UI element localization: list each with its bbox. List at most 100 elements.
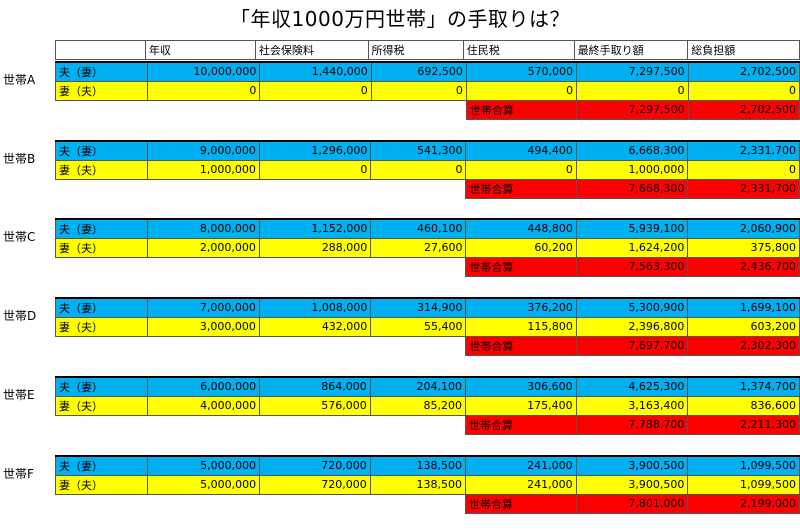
empty-cell <box>148 336 260 355</box>
empty-cell <box>56 415 148 434</box>
empty-cell <box>56 336 148 355</box>
value-cell: 3,163,400 <box>575 395 689 416</box>
empty-cell <box>56 100 148 119</box>
total-burden: 2,436,700 <box>687 256 800 277</box>
household-total-row: 世帯合算 7,788,700 2,211,300 <box>56 414 800 435</box>
value-cell: 376,200 <box>465 297 577 318</box>
total-net-take-home: 7,801,000 <box>575 493 689 514</box>
wife-row: 妻（夫） 3,000,000 432,000 55,400 115,800 2,396,8… <box>54 316 800 337</box>
value-cell: 241,000 <box>465 474 577 495</box>
value-cell: 7,297,500 <box>576 61 689 82</box>
value-cell: 6,000,000 <box>147 376 261 397</box>
value-cell: 204,100 <box>369 376 467 397</box>
header-row: 年収 社会保険料 所得税 住民税 最終手取り額 総負担額 <box>55 40 800 60</box>
value-cell: 3,900,500 <box>575 455 689 476</box>
empty-cell <box>260 100 371 119</box>
husband-row: 夫（妻） 5,000,000 720,000 138,500 241,000 3,900,… <box>54 455 800 476</box>
header-cell-total-burden: 総負担額 <box>687 40 800 60</box>
household-total-row: 世帯合算 7,697,700 2,302,300 <box>56 335 800 356</box>
value-cell: 603,200 <box>687 316 800 337</box>
value-cell: 1,374,700 <box>687 376 800 397</box>
row-label: 妻（夫） <box>54 395 149 416</box>
empty-cell <box>56 494 148 513</box>
total-net-take-home: 7,563,300 <box>575 256 689 277</box>
value-cell: 0 <box>465 159 577 180</box>
value-cell: 1,296,000 <box>258 140 372 161</box>
value-cell: 1,440,000 <box>259 61 372 82</box>
value-cell: 7,000,000 <box>147 297 260 318</box>
empty-cell <box>259 257 371 276</box>
row-label: 妻（夫） <box>54 80 149 101</box>
value-cell: 1,624,200 <box>575 237 689 258</box>
household-label: 世帯D <box>3 309 37 323</box>
husband-row: 夫（妻） 9,000,000 1,296,000 541,300 494,400 6,66… <box>54 140 800 161</box>
empty-cell <box>371 257 466 276</box>
wife-row: 妻（夫） 2,000,000 288,000 27,600 60,200 1,624,20… <box>54 237 800 258</box>
row-label: 夫（妻） <box>54 297 149 318</box>
value-cell: 541,300 <box>370 140 467 161</box>
value-cell: 836,600 <box>687 395 800 416</box>
value-cell: 448,800 <box>465 218 577 239</box>
value-cell: 0 <box>370 80 467 101</box>
value-cell: 0 <box>465 80 578 101</box>
value-cell: 460,100 <box>370 218 467 239</box>
total-net-take-home: 7,788,700 <box>575 414 689 435</box>
value-cell: 570,000 <box>465 61 578 82</box>
value-cell: 1,152,000 <box>258 218 372 239</box>
total-label: 世帯合算 <box>465 493 577 514</box>
header-cell-social-insurance: 社会保険料 <box>254 40 369 60</box>
header-cell-blank <box>55 40 146 60</box>
husband-row: 夫（妻） 10,000,000 1,440,000 692,500 570,000 7,2… <box>54 61 800 82</box>
header-cell-net-take-home: 最終手取り額 <box>573 40 689 60</box>
value-cell: 4,000,000 <box>147 395 261 416</box>
household-table: 夫（妻） 10,000,000 1,440,000 692,500 570,000 7,2… <box>54 61 800 120</box>
row-label: 夫（妻） <box>54 61 149 82</box>
value-cell: 0 <box>370 159 467 180</box>
value-cell: 0 <box>258 159 372 180</box>
value-cell: 6,668,300 <box>575 140 689 161</box>
household-table: 夫（妻） 7,000,000 1,008,000 314,900 376,200 5,30… <box>54 297 800 356</box>
total-burden: 2,331,700 <box>687 178 800 199</box>
value-cell: 138,500 <box>369 474 467 495</box>
value-cell: 241,000 <box>465 455 577 476</box>
value-cell: 1,099,500 <box>687 474 800 495</box>
empty-cell <box>370 415 465 434</box>
value-cell: 1,008,000 <box>258 297 372 318</box>
value-cell: 9,000,000 <box>147 140 260 161</box>
household-total-row: 世帯合算 7,668,300 2,331,700 <box>56 178 800 199</box>
value-cell: 1,699,100 <box>687 297 800 318</box>
row-label: 妻（夫） <box>54 316 149 337</box>
header-cell-income-tax: 所得税 <box>367 40 464 60</box>
empty-cell <box>371 336 466 355</box>
value-cell: 314,900 <box>370 297 467 318</box>
household-label: 世帯F <box>3 467 34 481</box>
value-cell: 55,400 <box>370 316 467 337</box>
household-total-row: 世帯合算 7,297,500 2,702,500 <box>56 99 800 120</box>
husband-row: 夫（妻） 8,000,000 1,152,000 460,100 448,800 5,93… <box>54 218 800 239</box>
row-label: 夫（妻） <box>54 376 149 397</box>
total-burden: 2,211,300 <box>687 414 800 435</box>
empty-cell <box>371 179 466 198</box>
value-cell: 85,200 <box>369 395 467 416</box>
value-cell: 5,300,900 <box>575 297 689 318</box>
total-net-take-home: 7,668,300 <box>575 178 689 199</box>
header-cell-income: 年収 <box>144 40 256 60</box>
value-cell: 5,000,000 <box>147 455 261 476</box>
header-table: 年収 社会保険料 所得税 住民税 最終手取り額 総負担額 <box>55 40 800 60</box>
husband-row: 夫（妻） 7,000,000 1,008,000 314,900 376,200 5,30… <box>54 297 800 318</box>
empty-cell <box>56 257 148 276</box>
household-label: 世帯C <box>3 230 36 244</box>
empty-cell <box>260 415 371 434</box>
value-cell: 8,000,000 <box>147 218 260 239</box>
row-label: 妻（夫） <box>54 474 149 495</box>
value-cell: 0 <box>576 80 689 101</box>
value-cell: 0 <box>687 80 800 101</box>
value-cell: 0 <box>147 80 261 101</box>
value-cell: 576,000 <box>259 395 371 416</box>
row-label: 夫（妻） <box>54 140 149 161</box>
value-cell: 720,000 <box>259 455 371 476</box>
household-table: 夫（妻） 6,000,000 864,000 204,100 306,600 4,625,… <box>54 376 800 435</box>
household-label: 世帯B <box>3 152 36 166</box>
empty-cell <box>148 100 260 119</box>
value-cell: 10,000,000 <box>147 61 261 82</box>
